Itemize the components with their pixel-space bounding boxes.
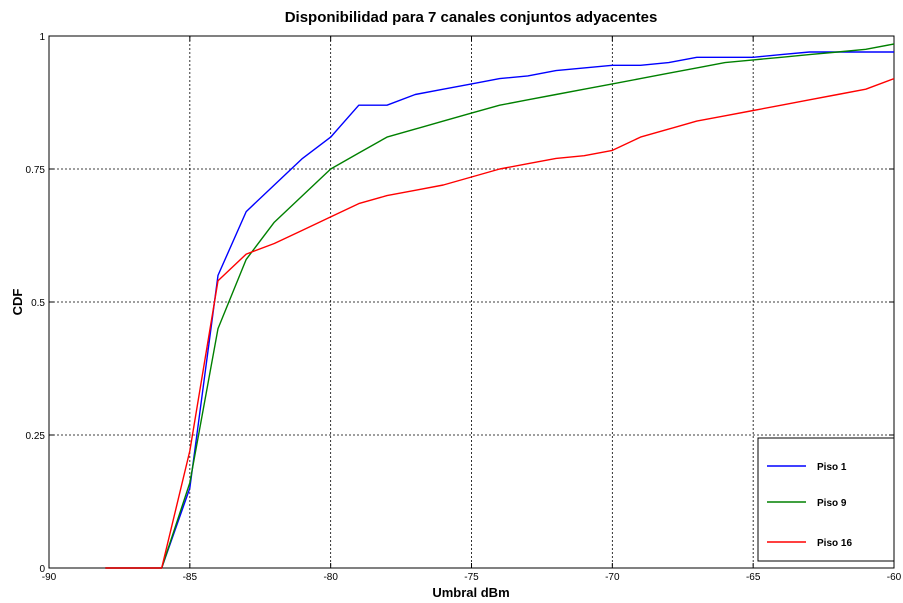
legend-label-piso-9: Piso 9 xyxy=(817,498,847,509)
legend-box xyxy=(757,437,895,562)
legend-label-piso-16: Piso 16 xyxy=(817,538,852,549)
series-line-piso-16 xyxy=(105,77,895,569)
plot-area: -90 -85 -80 -75 -70 -65 -60 0 0.25 0.5 0.75 1 xyxy=(26,32,902,583)
x-tick-label: -85 xyxy=(183,572,198,583)
series-lines xyxy=(105,43,895,569)
grid-lines xyxy=(49,36,894,568)
x-tick-label: -70 xyxy=(605,572,620,583)
axis-ticks: -90 -85 -80 -75 -70 -65 -60 0 0.25 0.5 0.75 1 xyxy=(26,32,902,583)
series-line-piso-9 xyxy=(105,43,895,569)
x-tick-label: -75 xyxy=(464,572,479,583)
y-tick-label: 0.25 xyxy=(26,431,46,442)
chart-title: Disponibilidad para 7 canales conjuntos … xyxy=(285,9,658,26)
y-tick-label: 0.5 xyxy=(31,298,45,309)
x-tick-label: -80 xyxy=(323,572,338,583)
y-axis-label: CDF xyxy=(10,289,25,316)
legend-label-piso-1: Piso 1 xyxy=(817,462,847,473)
y-tick-label: 1 xyxy=(39,32,45,43)
x-tick-label: -90 xyxy=(42,572,57,583)
x-tick-label: -65 xyxy=(746,572,761,583)
y-tick-label: 0 xyxy=(39,564,45,575)
series-line-piso-1 xyxy=(105,51,894,569)
legend: Piso 1 Piso 9 Piso 16 xyxy=(757,437,895,562)
y-tick-label: 0.75 xyxy=(26,165,46,176)
x-axis-label: Umbral dBm xyxy=(432,585,509,600)
x-tick-label: -60 xyxy=(887,572,902,583)
